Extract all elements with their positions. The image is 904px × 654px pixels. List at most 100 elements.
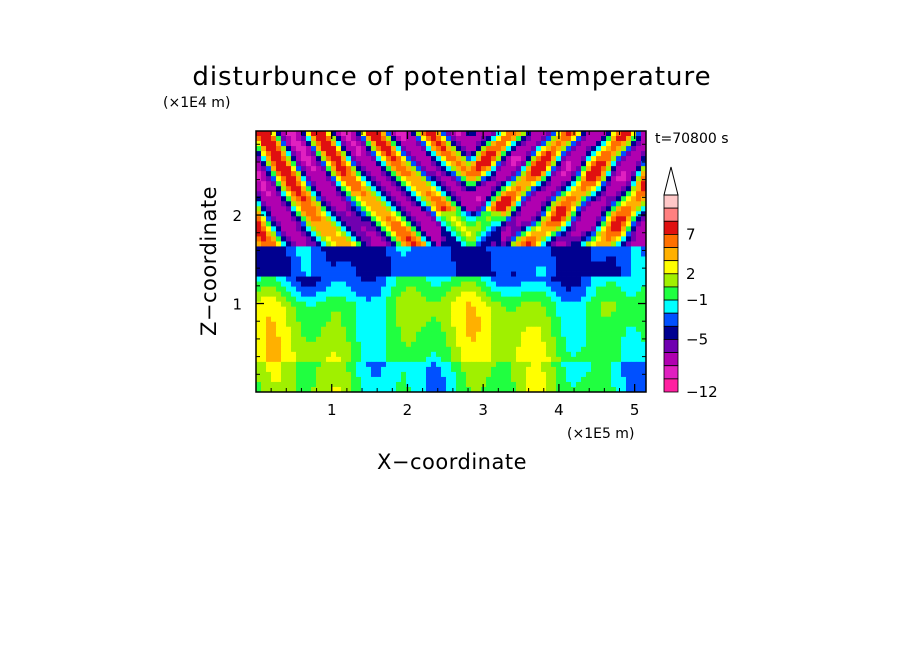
heatmap-cell	[471, 371, 477, 378]
heatmap-cell	[496, 151, 502, 157]
heatmap-cell	[266, 156, 272, 162]
heatmap-cell	[271, 181, 277, 187]
heatmap-cell	[491, 316, 497, 323]
heatmap-cell	[416, 376, 422, 383]
heatmap-cell	[466, 376, 472, 383]
heatmap-cell	[416, 131, 422, 137]
heatmap-cell	[526, 346, 532, 353]
heatmap-cell	[641, 271, 647, 277]
heatmap-cell	[301, 211, 307, 217]
heatmap-cell	[466, 256, 472, 262]
heatmap-cell	[461, 186, 467, 192]
heatmap-cell	[311, 191, 317, 197]
heatmap-cell	[431, 301, 437, 308]
heatmap-cell	[381, 371, 387, 378]
heatmap-cell	[366, 366, 372, 373]
heatmap-cell	[426, 316, 432, 323]
heatmap-cell	[291, 256, 297, 262]
heatmap-cell	[281, 371, 287, 378]
heatmap-cell	[376, 366, 382, 373]
heatmap-cell	[616, 151, 622, 157]
heatmap-cell	[596, 271, 602, 277]
heatmap-cell	[431, 321, 437, 328]
x-tick-label: 5	[630, 401, 640, 419]
heatmap-cell	[636, 331, 642, 338]
heatmap-cell	[486, 161, 492, 167]
heatmap-cell	[426, 276, 432, 282]
heatmap-cell	[446, 226, 452, 232]
heatmap-cell	[481, 336, 487, 343]
heatmap-cell	[411, 296, 417, 303]
heatmap-cell	[411, 246, 417, 252]
heatmap-cell	[401, 321, 407, 328]
heatmap-cell	[346, 341, 352, 348]
heatmap-cell	[356, 166, 362, 172]
heatmap-cell	[551, 196, 557, 202]
heatmap-cell	[476, 316, 482, 323]
heatmap-cell	[631, 166, 637, 172]
heatmap-cell	[336, 276, 342, 282]
heatmap-cell	[446, 376, 452, 383]
heatmap-cell	[311, 176, 317, 182]
heatmap-cell	[361, 311, 367, 318]
heatmap-cell	[541, 241, 547, 247]
heatmap-cell	[576, 326, 582, 333]
heatmap-cell	[361, 161, 367, 167]
heatmap-cell	[356, 291, 362, 298]
heatmap-cell	[341, 381, 347, 388]
heatmap-cell	[611, 316, 617, 323]
heatmap-cell	[491, 376, 497, 383]
heatmap-cell	[486, 311, 492, 318]
heatmap-cell	[606, 246, 612, 252]
heatmap-cell	[621, 321, 627, 328]
heatmap-cell	[411, 361, 417, 368]
heatmap-cell	[426, 261, 432, 267]
heatmap-cell	[411, 146, 417, 152]
heatmap-cell	[461, 161, 467, 167]
heatmap-cell	[276, 366, 282, 373]
heatmap-cell	[551, 171, 557, 177]
heatmap-cell	[476, 186, 482, 192]
heatmap-cell	[281, 281, 287, 287]
heatmap-cell	[626, 261, 632, 267]
heatmap-cell	[331, 276, 337, 282]
heatmap-cell	[556, 151, 562, 157]
heatmap-cell	[421, 131, 427, 137]
heatmap-cell	[416, 371, 422, 378]
heatmap-cell	[371, 211, 377, 217]
heatmap-cell	[316, 291, 322, 298]
heatmap-cell	[336, 206, 342, 212]
heatmap-cell	[356, 186, 362, 192]
heatmap-cell	[621, 136, 627, 142]
heatmap-cell	[581, 376, 587, 383]
heatmap-cell	[271, 311, 277, 318]
heatmap-cell	[391, 166, 397, 172]
heatmap-cell	[346, 161, 352, 167]
heatmap-cell	[556, 186, 562, 192]
heatmap-cell	[436, 166, 442, 172]
heatmap-cell	[431, 346, 437, 353]
heatmap-cell	[591, 186, 597, 192]
heatmap-cell	[581, 221, 587, 227]
heatmap-cell	[326, 246, 332, 252]
heatmap-cell	[571, 311, 577, 318]
heatmap-cell	[426, 231, 432, 237]
heatmap-cell	[391, 356, 397, 363]
heatmap-cell	[431, 156, 437, 162]
heatmap-cell	[426, 211, 432, 217]
heatmap-cell	[301, 266, 307, 272]
heatmap-cell	[361, 301, 367, 308]
heatmap-cell	[276, 266, 282, 272]
heatmap-cell	[261, 251, 267, 257]
heatmap-cell	[606, 356, 612, 363]
heatmap-cell	[601, 276, 607, 282]
heatmap-cell	[531, 196, 537, 202]
heatmap-cell	[316, 266, 322, 272]
heatmap-cell	[486, 371, 492, 378]
heatmap-cell	[566, 301, 572, 308]
heatmap-cell	[471, 346, 477, 353]
heatmap-cell	[441, 301, 447, 308]
heatmap-cell	[451, 291, 457, 298]
heatmap-cell	[416, 206, 422, 212]
heatmap-cell	[641, 381, 647, 388]
